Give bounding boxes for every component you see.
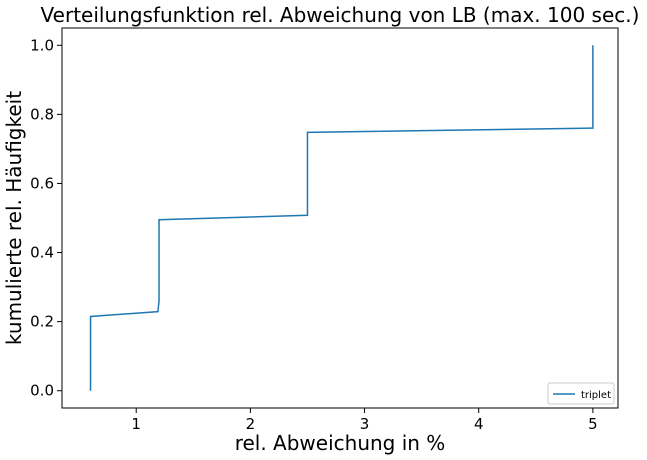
y-tick-label: 0.2 [30,313,54,331]
legend-box [547,382,615,405]
y-tick-label: 0.4 [30,244,54,262]
x-tick-label: 2 [246,415,256,433]
chart-title: Verteilungsfunktion rel. Abweichung von … [41,3,640,27]
y-axis-title: kumulierte rel. Häufigkeit [2,91,26,345]
x-axis: 1 2 3 4 5 [131,408,598,433]
y-tick-label: 0.6 [30,174,54,192]
series-line-triplet [89,45,594,391]
x-tick-label: 4 [474,415,484,433]
y-axis: 0.0 0.2 0.4 0.6 0.8 1.0 [30,36,62,400]
y-tick-label: 1.0 [30,36,54,54]
x-tick-label: 5 [588,415,598,433]
y-tick-label: 0.0 [30,382,54,400]
x-tick-label: 3 [360,415,370,433]
legend-label: triplet [581,390,611,401]
y-tick-label: 0.8 [30,105,54,123]
x-tick-label: 1 [131,415,141,433]
plot-area [61,27,619,409]
plot-frame [61,27,619,409]
x-axis-title: rel. Abweichung in % [235,431,446,455]
legend: triplet [547,382,615,405]
